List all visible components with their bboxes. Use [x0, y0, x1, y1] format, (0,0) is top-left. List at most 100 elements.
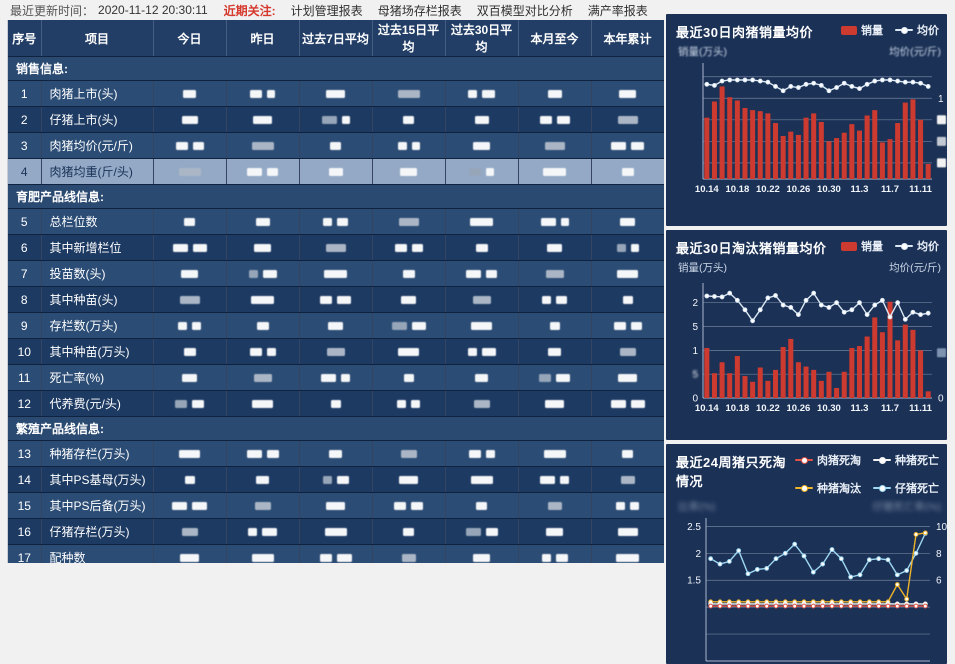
bar[interactable]	[834, 387, 840, 398]
data-point[interactable]	[754, 603, 760, 609]
data-point[interactable]	[734, 297, 740, 303]
bar[interactable]	[711, 101, 717, 179]
table-row-10[interactable]: 10 其中种苗(万头)	[8, 338, 664, 365]
data-point[interactable]	[704, 81, 710, 87]
bar[interactable]	[902, 102, 908, 179]
data-point[interactable]	[810, 603, 816, 609]
table-row-12[interactable]: 12 代养费(元/头)	[8, 390, 664, 417]
bar[interactable]	[803, 117, 809, 179]
data-point[interactable]	[826, 88, 832, 94]
bar[interactable]	[826, 371, 832, 398]
data-point[interactable]	[872, 302, 878, 308]
bar[interactable]	[719, 86, 725, 179]
data-point[interactable]	[780, 302, 786, 308]
bar[interactable]	[849, 124, 855, 179]
bar[interactable]	[818, 380, 824, 398]
data-point[interactable]	[885, 557, 891, 563]
data-point[interactable]	[913, 550, 919, 556]
data-point[interactable]	[773, 556, 779, 562]
data-point[interactable]	[708, 556, 714, 562]
data-point[interactable]	[879, 77, 885, 83]
legend-item-均价[interactable]: 均价	[895, 22, 939, 38]
bar[interactable]	[864, 336, 870, 398]
data-point[interactable]	[764, 565, 770, 571]
bar[interactable]	[788, 338, 794, 398]
data-point[interactable]	[757, 307, 763, 313]
table-row-17[interactable]: 17 配种数	[8, 544, 664, 563]
data-point[interactable]	[910, 309, 916, 315]
data-point[interactable]	[925, 84, 931, 89]
data-point[interactable]	[857, 572, 863, 578]
data-point[interactable]	[773, 293, 778, 298]
data-point[interactable]	[922, 530, 928, 536]
legend-item-种猪死亡[interactable]: 种猪死亡	[873, 452, 939, 468]
bar[interactable]	[849, 347, 855, 398]
bar[interactable]	[925, 163, 931, 179]
data-point[interactable]	[918, 312, 923, 317]
bar[interactable]	[757, 111, 763, 179]
bar[interactable]	[910, 329, 916, 398]
data-point[interactable]	[857, 603, 863, 609]
data-point[interactable]	[841, 309, 847, 315]
bar[interactable]	[742, 376, 748, 398]
bar[interactable]	[772, 123, 779, 179]
data-point[interactable]	[792, 541, 798, 547]
data-point[interactable]	[848, 603, 854, 609]
data-point[interactable]	[910, 79, 916, 85]
data-point[interactable]	[904, 603, 910, 609]
bar[interactable]	[811, 113, 817, 179]
bar[interactable]	[795, 134, 801, 179]
table-row-2[interactable]: 2 仔猪上市(头)	[8, 106, 664, 133]
link-full-capacity-report[interactable]: 满产率报表	[587, 3, 648, 18]
legend-item-销量[interactable]: 销量	[841, 238, 883, 254]
data-point[interactable]	[918, 80, 923, 86]
data-point[interactable]	[734, 77, 740, 83]
data-point[interactable]	[864, 81, 870, 87]
table-row-1[interactable]: 1 肉猪上市(头)	[8, 80, 664, 107]
data-point[interactable]	[849, 84, 855, 89]
data-point[interactable]	[902, 79, 908, 85]
data-point[interactable]	[894, 572, 900, 578]
bar[interactable]	[765, 113, 771, 179]
data-point[interactable]	[796, 312, 801, 317]
bar[interactable]	[887, 301, 893, 398]
data-point[interactable]	[922, 603, 928, 609]
data-point[interactable]	[736, 603, 742, 609]
table-row-3[interactable]: 3 肉猪均价(元/斤)	[8, 132, 664, 159]
bar[interactable]	[727, 97, 733, 179]
data-point[interactable]	[782, 603, 788, 609]
data-point[interactable]	[788, 84, 794, 89]
data-point[interactable]	[717, 603, 723, 609]
data-point[interactable]	[750, 318, 756, 324]
data-point[interactable]	[838, 603, 844, 609]
data-point[interactable]	[885, 603, 891, 609]
data-point[interactable]	[841, 80, 847, 86]
bar[interactable]	[734, 356, 740, 398]
data-point[interactable]	[904, 596, 910, 602]
data-point[interactable]	[879, 297, 885, 303]
bar[interactable]	[734, 100, 740, 179]
bar[interactable]	[795, 362, 801, 398]
data-point[interactable]	[829, 547, 835, 552]
data-point[interactable]	[782, 550, 788, 556]
data-point[interactable]	[872, 78, 878, 84]
data-point[interactable]	[792, 603, 798, 609]
bar[interactable]	[711, 373, 717, 398]
bar[interactable]	[772, 369, 779, 398]
table-row-9[interactable]: 9 存栏数(万头)	[8, 312, 664, 339]
bar[interactable]	[719, 362, 725, 398]
data-point[interactable]	[925, 310, 931, 316]
data-point[interactable]	[913, 532, 919, 537]
bar[interactable]	[872, 110, 878, 179]
table-row-6[interactable]: 6 其中新增栏位	[8, 234, 664, 261]
data-point[interactable]	[829, 603, 835, 609]
bar[interactable]	[841, 132, 847, 179]
data-point[interactable]	[742, 307, 748, 313]
data-point[interactable]	[719, 78, 725, 84]
data-point[interactable]	[848, 574, 854, 580]
bar[interactable]	[910, 99, 916, 179]
data-point[interactable]	[849, 307, 855, 313]
data-point[interactable]	[811, 80, 817, 86]
bar[interactable]	[879, 332, 885, 398]
data-point[interactable]	[876, 603, 882, 609]
